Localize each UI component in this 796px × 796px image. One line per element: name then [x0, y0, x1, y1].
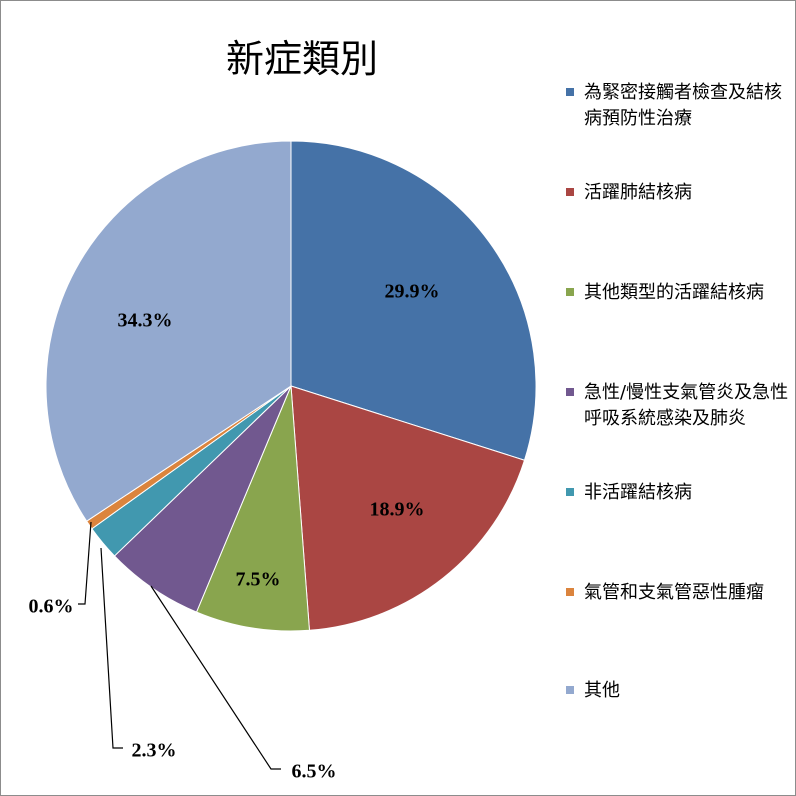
legend-label: 活躍肺結核病	[584, 182, 692, 203]
pie-slice-3	[195, 385, 310, 632]
pie-slice-1	[290, 140, 537, 461]
data-labels: 29.9% 18.9% 7.5% 6.5% 2.3% 0.6% 34.3%	[29, 281, 440, 783]
data-label-5: 2.3%	[132, 740, 177, 762]
pie-slice-2	[290, 385, 526, 631]
legend-label: 非活躍結核病	[584, 482, 692, 503]
legend-swatch	[566, 686, 574, 694]
legend-swatch	[566, 188, 574, 196]
leader-line-4	[150, 585, 281, 770]
legend-swatch	[566, 288, 574, 296]
legend-label: 其他類型的活躍結核病	[584, 282, 764, 303]
legend-swatch	[566, 588, 574, 596]
data-label-3: 7.5%	[236, 569, 281, 591]
legend-swatch	[566, 88, 574, 96]
leader-line-6	[78, 521, 92, 605]
legend-label: 急性/慢性支氣管炎及急性呼吸系統感染及肺炎	[584, 382, 789, 429]
chart-title: 新症類別	[225, 37, 378, 81]
pie-slices	[45, 140, 537, 632]
leader-line-5	[100, 547, 123, 749]
leader-lines	[78, 521, 281, 770]
data-label-7: 34.3%	[118, 310, 173, 332]
pie-slice-7	[45, 140, 292, 522]
legend-label: 其他	[584, 680, 620, 701]
legend-label: 為緊密接觸者檢查及結核病預防性治療	[584, 82, 782, 129]
data-label-4: 6.5%	[292, 761, 337, 783]
legend-swatch	[566, 388, 574, 396]
chart-legend: 為緊密接觸者檢查及結核病預防性治療活躍肺結核病其他類型的活躍結核病急性/慢性支氣…	[566, 0, 792, 796]
legend-label: 氣管和支氣管惡性腫瘤	[584, 582, 764, 603]
data-label-6: 0.6%	[29, 596, 74, 618]
data-label-1: 29.9%	[385, 281, 440, 303]
legend-swatch	[566, 488, 574, 496]
data-label-2: 18.9%	[370, 499, 425, 521]
